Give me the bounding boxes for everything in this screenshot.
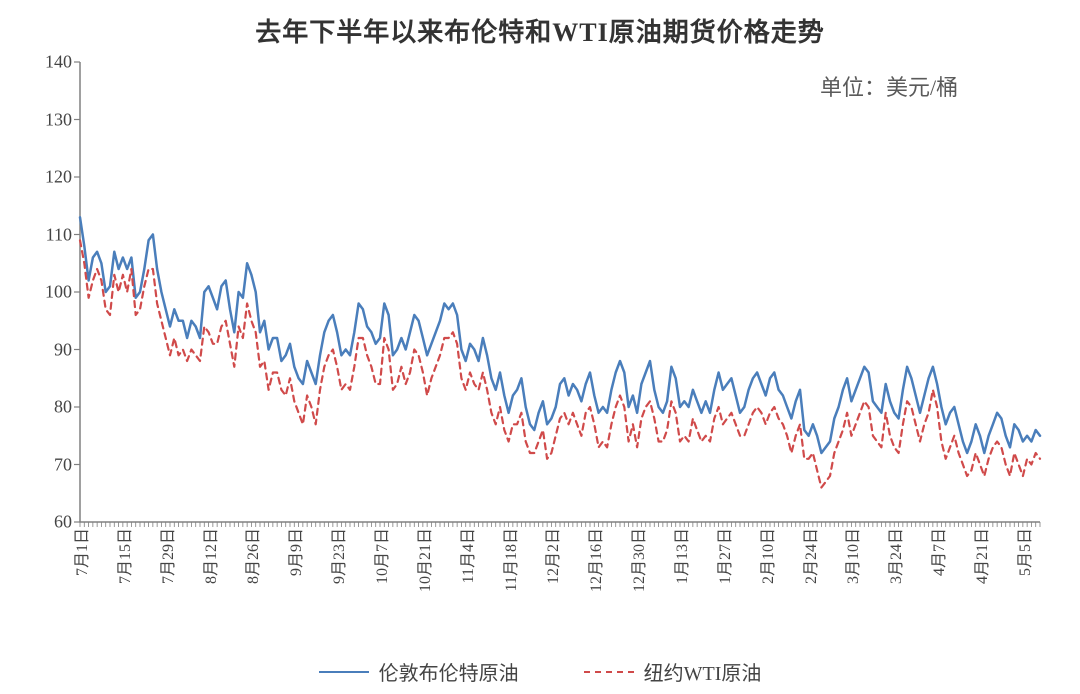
x-tick-label: 2月10日 [754, 528, 778, 584]
x-tick-label: 12月30日 [625, 528, 649, 592]
y-tick-label: 140 [45, 52, 72, 73]
x-tick-label: 7月1日 [68, 528, 92, 576]
oil-price-chart: 去年下半年以来布伦特和WTI原油期货价格走势 单位：美元/桶 607080901… [0, 0, 1080, 694]
legend-swatch-brent [319, 671, 369, 673]
legend: 伦敦布伦特原油 纽约WTI原油 [0, 656, 1080, 687]
x-tick-label: 5月5日 [1011, 528, 1035, 576]
x-tick-label: 9月23日 [325, 528, 349, 584]
x-tick-label: 12月16日 [582, 528, 606, 592]
x-tick-label: 1月13日 [668, 528, 692, 584]
x-tick-label: 11月18日 [497, 528, 521, 591]
legend-item-brent: 伦敦布伦特原油 [319, 657, 519, 686]
series-line-wti [80, 240, 1040, 487]
legend-swatch-wti [584, 671, 634, 673]
x-tick-label: 8月12日 [197, 528, 221, 584]
x-tick-label: 12月2日 [539, 528, 563, 584]
x-tick-label: 11月4日 [454, 528, 478, 583]
x-tick-label: 3月24日 [882, 528, 906, 584]
legend-label-brent: 伦敦布伦特原油 [379, 657, 519, 686]
y-tick-label: 70 [54, 454, 72, 475]
x-tick-label: 2月24日 [797, 528, 821, 584]
y-tick-label: 120 [45, 167, 72, 188]
x-tick-label: 1月27日 [711, 528, 735, 584]
x-tick-label: 4月21日 [968, 528, 992, 584]
x-tick-label: 9月9日 [282, 528, 306, 576]
y-tick-label: 90 [54, 339, 72, 360]
x-tick-label: 7月15日 [111, 528, 135, 584]
chart-title: 去年下半年以来布伦特和WTI原油期货价格走势 [0, 12, 1080, 49]
x-tick-label: 4月7日 [925, 528, 949, 576]
y-tick-label: 80 [54, 397, 72, 418]
x-tick-label: 8月26日 [239, 528, 263, 584]
y-tick-label: 100 [45, 282, 72, 303]
y-tick-label: 110 [46, 224, 72, 245]
legend-label-wti: 纽约WTI原油 [644, 657, 762, 686]
x-tick-label: 7月29日 [154, 528, 178, 584]
plot-area: 607080901001101201301407月1日7月15日7月29日8月1… [80, 62, 1040, 522]
x-tick-label: 10月21日 [411, 528, 435, 592]
legend-item-wti: 纽约WTI原油 [584, 657, 762, 686]
x-tick-label: 10月7日 [368, 528, 392, 584]
y-tick-label: 130 [45, 109, 72, 130]
plot-svg [80, 62, 1040, 522]
x-tick-label: 3月10日 [839, 528, 863, 584]
